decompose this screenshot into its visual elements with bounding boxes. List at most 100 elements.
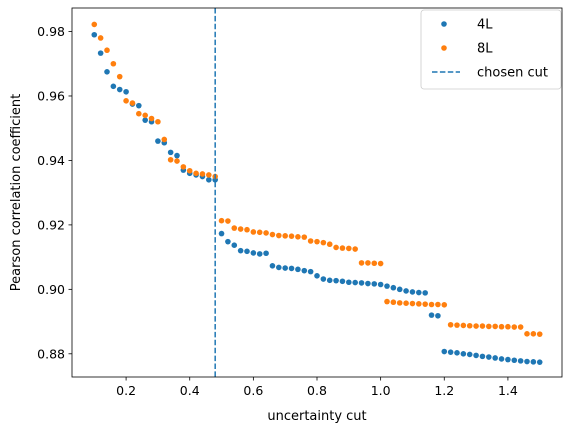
data-point-8L [263,230,269,236]
data-point-8L [422,301,428,307]
data-point-8L [301,234,308,240]
y-tick-label: 0.92 [37,217,65,232]
data-point-8L [377,260,384,267]
data-point-8L [161,136,168,143]
data-point-4L [276,264,282,271]
legend-marker-8L [441,45,447,51]
data-point-8L [466,322,473,329]
data-point-8L [352,246,358,252]
y-tick-label: 0.90 [37,282,65,297]
data-point-8L [148,115,155,122]
data-point-4L [390,284,397,291]
data-point-8L [97,35,104,41]
x-axis-ticks: 0.2 0.4 0.6 0.8 1.0 1.2 1.4 [116,377,518,398]
data-point-4L [97,50,104,56]
data-point-8L [206,172,212,178]
data-point-8L [116,73,123,80]
x-tick-label: 1.0 [371,383,391,398]
data-point-8L [282,233,288,239]
legend-label-4L: 4L [477,18,493,33]
data-point-8L [167,156,174,163]
data-point-8L [199,171,206,177]
data-point-4L [142,117,148,123]
data-point-8L [441,302,448,308]
data-point-8L [447,321,454,328]
y-tick-label: 0.98 [37,24,65,39]
data-point-8L [346,245,352,252]
data-point-8L [498,323,505,330]
data-point-8L [460,322,467,329]
data-point-4L [91,31,98,38]
data-point-4L [295,266,301,273]
legend: 4L 8L chosen cut [420,9,562,90]
y-axis-ticks: 0.88 0.90 0.92 0.94 0.96 0.98 [37,24,72,361]
data-point-8L [409,300,416,307]
data-point-8L [517,324,524,330]
data-point-4L [263,250,269,257]
data-point-4L [320,276,327,282]
legend-marker-4L [441,21,447,27]
data-point-8L [454,322,460,328]
data-point-8L [505,323,511,330]
data-point-8L [136,110,142,117]
data-point-4L [517,358,524,364]
data-point-4L [288,265,295,272]
data-point-4L [428,312,435,318]
data-point-4L [530,359,537,365]
data-point-8L [314,238,320,245]
data-point-4L [536,359,543,365]
data-point-4L [492,355,498,361]
data-point-8L [320,239,327,246]
series-8L [91,21,543,337]
legend-label-chosen-cut: chosen cut [477,66,548,81]
data-point-8L [307,238,314,244]
data-point-4L [479,353,486,360]
legend-box [420,9,562,90]
data-point-8L [479,323,486,329]
data-point-4L [104,69,110,75]
data-point-8L [365,260,371,266]
data-point-8L [339,245,346,251]
x-tick-label: 0.2 [116,383,136,398]
data-point-8L [129,100,136,106]
data-point-4L [352,279,358,286]
data-point-4L [174,152,180,159]
data-point-8L [256,229,263,236]
data-point-4L [307,268,314,275]
data-point-8L [492,323,498,330]
data-point-8L [225,218,231,224]
data-point-8L [326,241,333,248]
x-axis-label: uncertainty cut [267,409,366,424]
y-axis-label: Pearson correlation coefficient [9,94,24,291]
data-point-8L [142,112,148,119]
data-point-8L [244,226,250,233]
data-point-4L [422,290,428,296]
data-point-8L [180,164,187,170]
data-point-8L [123,98,129,104]
data-point-8L [384,298,390,305]
x-tick-label: 0.8 [307,383,327,398]
data-point-4L [123,88,129,95]
data-point-8L [218,217,225,224]
data-point-8L [390,299,397,306]
data-point-8L [237,226,244,232]
data-point-4L [346,279,352,286]
data-point-4L [498,356,505,362]
data-point-8L [110,60,117,67]
data-point-8L [288,233,295,239]
data-point-8L [435,301,441,308]
data-point-4L [167,149,174,156]
data-point-4L [206,176,212,183]
y-tick-label: 0.96 [37,88,65,103]
data-point-4L [358,280,365,286]
data-point-8L [104,47,110,54]
data-point-4L [136,102,142,109]
data-point-4L [371,281,378,287]
data-point-4L [466,351,473,358]
data-point-4L [333,277,339,284]
data-point-4L [326,277,333,284]
data-point-4L [110,83,117,90]
data-point-4L [250,250,257,256]
data-point-8L [403,300,409,307]
data-point-4L [339,278,346,285]
